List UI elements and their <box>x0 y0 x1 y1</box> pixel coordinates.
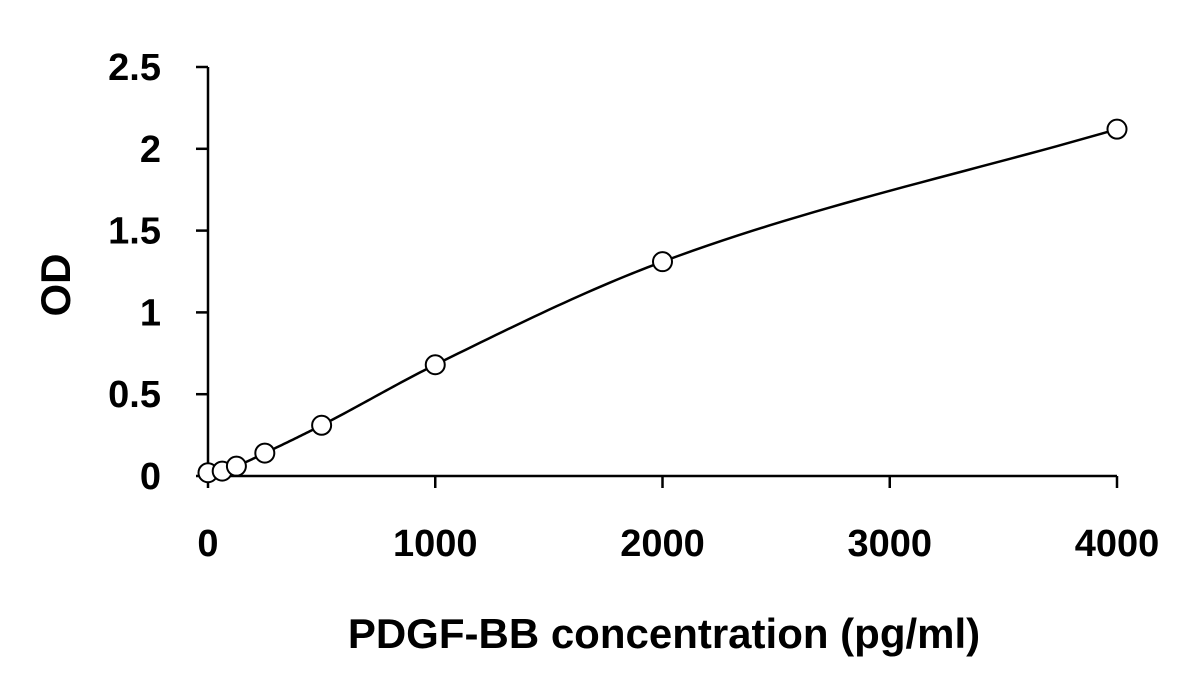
y-tick-label: 0 <box>140 456 161 498</box>
y-tick-label: 1.5 <box>108 211 161 253</box>
y-tick-label: 0.5 <box>108 374 161 416</box>
data-point <box>311 414 333 436</box>
y-axis-ticks: 0 0.5 1 1.5 2 2.5 <box>108 47 208 498</box>
x-tick-label: 0 <box>197 523 218 565</box>
x-tick-label: 2000 <box>620 523 705 565</box>
y-tick-label: 2.5 <box>108 47 161 89</box>
data-point <box>254 442 276 464</box>
data-point <box>424 354 446 376</box>
x-axis-ticks: 0 1000 2000 3000 4000 <box>197 476 1159 565</box>
data-point <box>225 455 247 477</box>
y-axis-title: OD <box>32 254 79 317</box>
data-point <box>652 251 673 273</box>
fit-curve <box>207 127 1118 474</box>
data-point <box>1106 118 1128 140</box>
x-axis-title: PDGF-BB concentration (pg/ml) <box>348 610 980 657</box>
x-tick-label: 4000 <box>1075 523 1160 565</box>
y-tick-label: 1 <box>140 292 161 334</box>
x-tick-label: 3000 <box>847 523 932 565</box>
y-tick-label: 2 <box>140 129 161 171</box>
plot-area <box>197 118 1128 484</box>
x-tick-label: 1000 <box>393 523 478 565</box>
